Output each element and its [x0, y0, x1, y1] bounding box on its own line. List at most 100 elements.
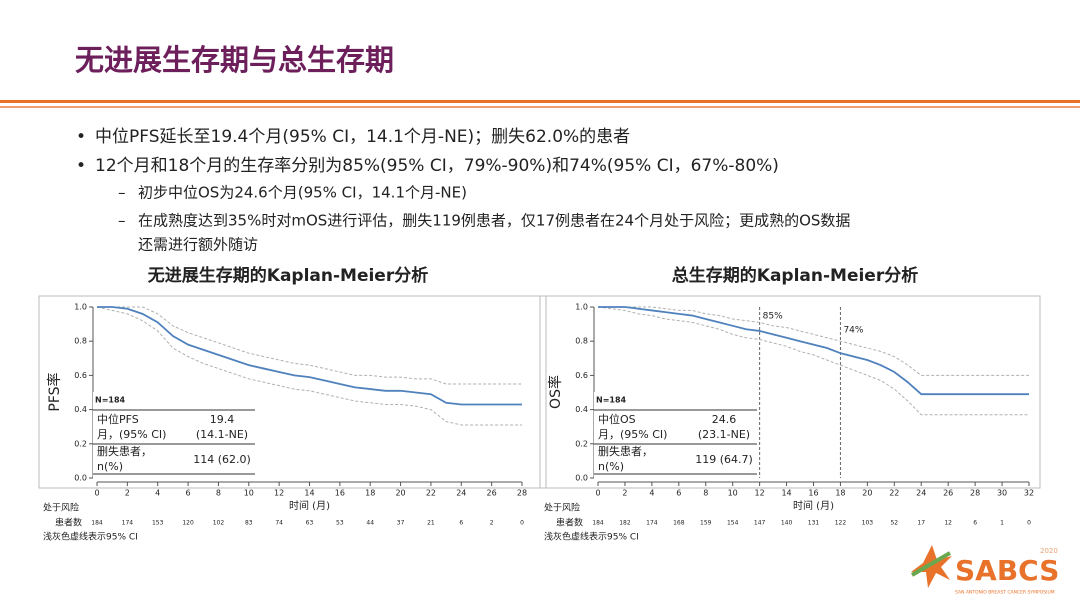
x-axis-label: 时间 (月) — [289, 499, 330, 512]
sub-bullet: 还需进行额外随访 — [138, 236, 258, 254]
x-tick-label: 0 — [94, 489, 99, 498]
x-tick-label: 24 — [916, 489, 926, 498]
inset-value: (14.1-NE) — [196, 428, 248, 441]
y-tick-label: 0.2 — [575, 439, 588, 448]
rule — [0, 106, 1080, 108]
risk-count: 17 — [917, 520, 925, 527]
inset-label: n(%) — [598, 460, 624, 473]
risk-count: 37 — [397, 520, 405, 527]
x-tick-label: 14 — [781, 489, 791, 498]
risk-count: 6 — [973, 520, 977, 527]
bullet-dot: • — [76, 127, 86, 147]
y-axis-label: PFS率 — [46, 372, 63, 411]
y-tick-label: 0.0 — [575, 474, 588, 483]
inset-bg — [594, 392, 757, 478]
risk-count: 63 — [306, 520, 314, 527]
x-tick-label: 4 — [155, 489, 160, 498]
inset-label: 删失患者， — [97, 445, 152, 458]
x-tick-label: 14 — [304, 489, 314, 498]
y-tick-label: 0.6 — [575, 371, 588, 380]
risk-count: 1 — [1000, 520, 1004, 527]
inset-bg — [93, 392, 255, 478]
risk-count: 154 — [727, 520, 739, 527]
x-tick-label: 16 — [335, 489, 345, 498]
ci-line — [97, 306, 522, 385]
logo-star — [911, 545, 952, 588]
chart-note: 浅灰色虚线表示95% CI — [544, 531, 639, 543]
x-tick-label: 24 — [456, 489, 466, 498]
x-tick-label: 26 — [943, 489, 953, 498]
slide-title: 无进展生存期与总生存期 — [75, 43, 394, 77]
ci-line — [96, 306, 522, 426]
risk-count: 131 — [808, 520, 820, 527]
ci-line — [597, 306, 1029, 416]
risk-count: 53 — [336, 520, 344, 527]
risk-count: 103 — [862, 520, 874, 527]
inset-label: 中位OS — [598, 412, 636, 426]
bullet: 12个月和18个月的生存率分别为85%(95% CI，79%-90%)和74%(… — [95, 156, 779, 176]
risk-count: 122 — [835, 520, 847, 527]
inset-n: N=184 — [596, 396, 627, 405]
x-tick-label: 6 — [186, 489, 191, 498]
chart-title: 总生存期的Kaplan-Meier分析 — [672, 265, 918, 286]
risk-count: 44 — [366, 520, 374, 527]
risk-count: 52 — [890, 520, 898, 527]
survival-curve — [97, 306, 522, 406]
logo-tagline: SAN ANTONIO BREAST CANCER SYMPOSIUM — [955, 590, 1055, 596]
risk-count: 184 — [592, 520, 604, 527]
inset-value: 114 (62.0) — [193, 453, 251, 466]
chart-note: 浅灰色虚线表示95% CI — [43, 531, 138, 543]
inset-n: N=184 — [95, 396, 126, 405]
x-tick-label: 22 — [889, 489, 899, 498]
inset-value: 19.4 — [210, 413, 235, 426]
x-tick-label: 22 — [426, 489, 436, 498]
annotation: 85% — [763, 312, 783, 322]
chart-frame — [38, 295, 547, 489]
risk-count: 2 — [490, 520, 494, 527]
x-tick-label: 8 — [703, 489, 708, 498]
inset-value: (23.1-NE) — [698, 428, 750, 441]
x-tick-label: 28 — [517, 489, 527, 498]
risk-count: 174 — [122, 520, 134, 527]
x-tick-label: 8 — [216, 489, 221, 498]
x-tick-label: 20 — [395, 489, 405, 498]
risk-count: 153 — [152, 520, 164, 527]
x-tick-label: 10 — [728, 489, 738, 498]
y-tick-label: 0.8 — [74, 337, 87, 346]
x-tick-label: 18 — [365, 489, 375, 498]
inset-value: 119 (64.7) — [695, 453, 753, 466]
logo-year: 2020 — [1040, 547, 1058, 555]
y-tick-label: 0.4 — [74, 405, 87, 414]
bullet-dot: • — [76, 156, 86, 176]
risk-label: 患者数 — [556, 517, 583, 529]
inset-label: 删失患者， — [598, 445, 653, 458]
bullet: 中位PFS延长至19.4个月(95% CI，14.1个月-NE)；删失62.0%… — [95, 127, 630, 147]
risk-count: 140 — [781, 520, 793, 527]
inset-label: 月，(95% CI) — [97, 428, 166, 441]
y-tick-label: 0.4 — [575, 405, 588, 414]
inset-label: 中位PFS — [97, 412, 139, 426]
risk-label: 处于风险 — [43, 502, 79, 514]
x-tick-label: 2 — [622, 489, 627, 498]
chart-title: 无进展生存期的Kaplan-Meier分析 — [147, 265, 428, 286]
annotation: 74% — [843, 326, 863, 336]
y-tick-label: 1.0 — [575, 303, 588, 312]
x-tick-label: 20 — [862, 489, 872, 498]
y-tick-label: 0.6 — [74, 371, 87, 380]
y-tick-label: 0.2 — [74, 439, 87, 448]
x-tick-label: 30 — [997, 489, 1007, 498]
logo-text: SABCS — [955, 554, 1059, 587]
x-axis-label: 时间 (月) — [793, 499, 834, 512]
x-tick-label: 16 — [808, 489, 818, 498]
risk-label: 处于风险 — [544, 502, 580, 514]
sub-dash: – — [118, 212, 126, 230]
x-tick-label: 12 — [755, 489, 765, 498]
risk-count: 83 — [245, 520, 253, 527]
x-tick-label: 10 — [244, 489, 254, 498]
x-tick-label: 4 — [649, 489, 654, 498]
risk-count: 0 — [1027, 520, 1031, 527]
x-tick-label: 32 — [1024, 489, 1034, 498]
y-tick-label: 0.8 — [575, 337, 588, 346]
risk-count: 147 — [754, 520, 766, 527]
risk-count: 120 — [182, 520, 194, 527]
